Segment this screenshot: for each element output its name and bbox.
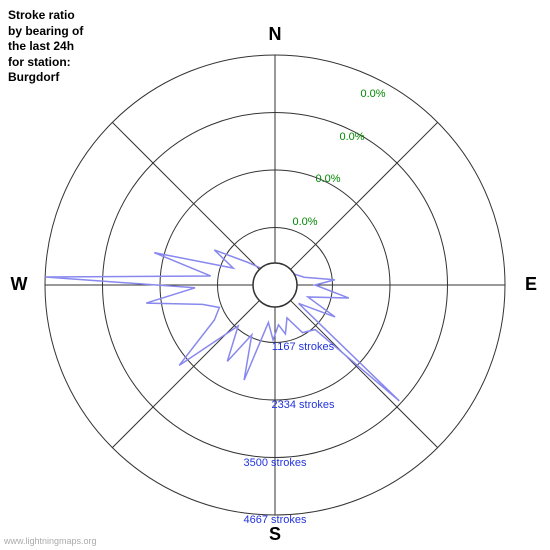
cardinal-E: E <box>525 274 537 294</box>
pct-label: 0.0% <box>360 88 385 100</box>
stroke-count-label: 3500 strokes <box>244 457 307 469</box>
stroke-count-label: 2334 strokes <box>272 399 335 411</box>
pct-label: 0.0% <box>315 173 340 185</box>
cardinal-S: S <box>269 524 281 544</box>
grid-spoke <box>112 301 259 448</box>
attribution: www.lightningmaps.org <box>4 536 97 546</box>
pct-label: 0.0% <box>292 216 317 228</box>
chart-title: Stroke ratio by bearing of the last 24h … <box>8 8 83 86</box>
pct-label: 0.0% <box>339 131 364 143</box>
grid-spoke <box>291 122 438 269</box>
stroke-rose <box>45 250 399 401</box>
cardinal-W: W <box>11 274 28 294</box>
grid-spoke <box>112 122 259 269</box>
grid-spoke <box>291 301 438 448</box>
stroke-count-label: 1167 strokes <box>272 341 335 353</box>
stroke-count-label: 4667 strokes <box>244 514 307 526</box>
cardinal-N: N <box>269 24 282 44</box>
